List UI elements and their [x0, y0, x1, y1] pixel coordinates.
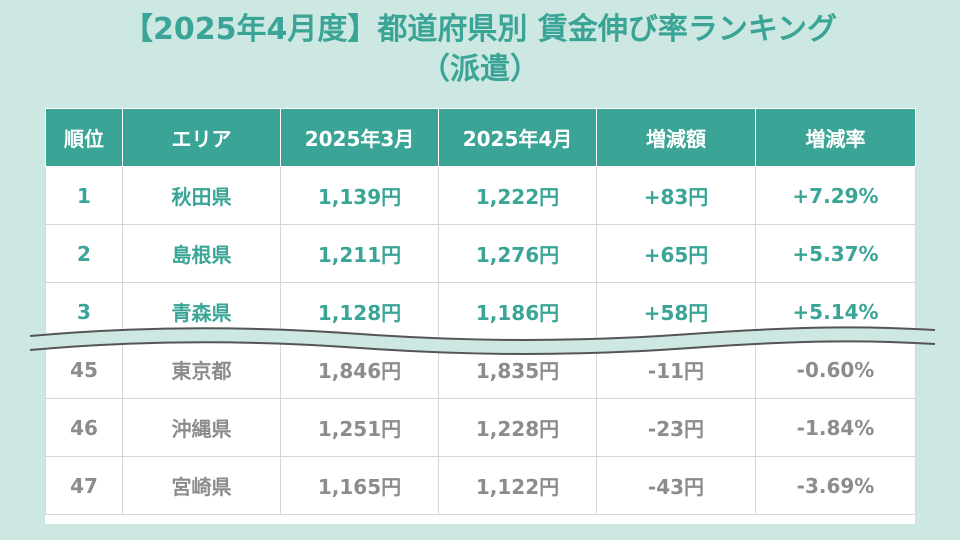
cell-rank: 47 — [45, 456, 123, 515]
cell-april: 1,222円 — [438, 166, 597, 225]
table-header-row: 順位 エリア 2025年3月 2025年4月 増減額 増減率 — [45, 108, 916, 167]
cell-rank: 2 — [45, 224, 123, 283]
header-area: エリア — [122, 108, 281, 167]
header-rank: 順位 — [45, 108, 123, 167]
ranking-table: 順位 エリア 2025年3月 2025年4月 増減額 増減率 1 秋田県 1,1… — [45, 108, 916, 515]
cell-area: 秋田県 — [122, 166, 281, 225]
cell-change-rate: -1.84% — [755, 398, 916, 457]
cell-april: 1,276円 — [438, 224, 597, 283]
ranking-table-container: 順位 エリア 2025年3月 2025年4月 増減額 増減率 1 秋田県 1,1… — [45, 108, 916, 524]
table-row: 47 宮崎県 1,165円 1,122円 -43円 -3.69% — [45, 456, 916, 515]
cell-area: 沖縄県 — [122, 398, 281, 457]
cell-change-rate: +7.29% — [755, 166, 916, 225]
table-row: 46 沖縄県 1,251円 1,228円 -23円 -1.84% — [45, 398, 916, 457]
cell-change-amount: -23円 — [596, 398, 756, 457]
cell-change-rate: -3.69% — [755, 456, 916, 515]
cell-april: 1,228円 — [438, 398, 597, 457]
cell-change-rate: -0.60% — [755, 340, 916, 399]
table-row: 2 島根県 1,211円 1,276円 +65円 +5.37% — [45, 224, 916, 283]
cell-march: 1,211円 — [280, 224, 439, 283]
cell-rank: 46 — [45, 398, 123, 457]
cell-april: 1,186円 — [438, 282, 597, 341]
page-title: 【2025年4月度】都道府県別 賃金伸び率ランキング （派遣） — [0, 10, 960, 90]
header-change-rate: 増減率 — [755, 108, 916, 167]
cell-rank: 45 — [45, 340, 123, 399]
header-march: 2025年3月 — [280, 108, 439, 167]
table-break-wave — [30, 326, 935, 355]
cell-march: 1,139円 — [280, 166, 439, 225]
title-line2: （派遣） — [420, 52, 540, 87]
cell-april: 1,122円 — [438, 456, 597, 515]
table-row: 1 秋田県 1,139円 1,222円 +83円 +7.29% — [45, 166, 916, 225]
cell-change-amount: +65円 — [596, 224, 756, 283]
cell-march: 1,251円 — [280, 398, 439, 457]
cell-rank: 1 — [45, 166, 123, 225]
cell-march: 1,165円 — [280, 456, 439, 515]
cell-change-amount: +83円 — [596, 166, 756, 225]
header-april: 2025年4月 — [438, 108, 597, 167]
cell-area: 宮崎県 — [122, 456, 281, 515]
cell-change-amount: -43円 — [596, 456, 756, 515]
cell-area: 島根県 — [122, 224, 281, 283]
title-line1: 【2025年4月度】都道府県別 賃金伸び率ランキング — [123, 12, 837, 47]
header-change-amount: 増減額 — [596, 108, 756, 167]
cell-change-rate: +5.37% — [755, 224, 916, 283]
